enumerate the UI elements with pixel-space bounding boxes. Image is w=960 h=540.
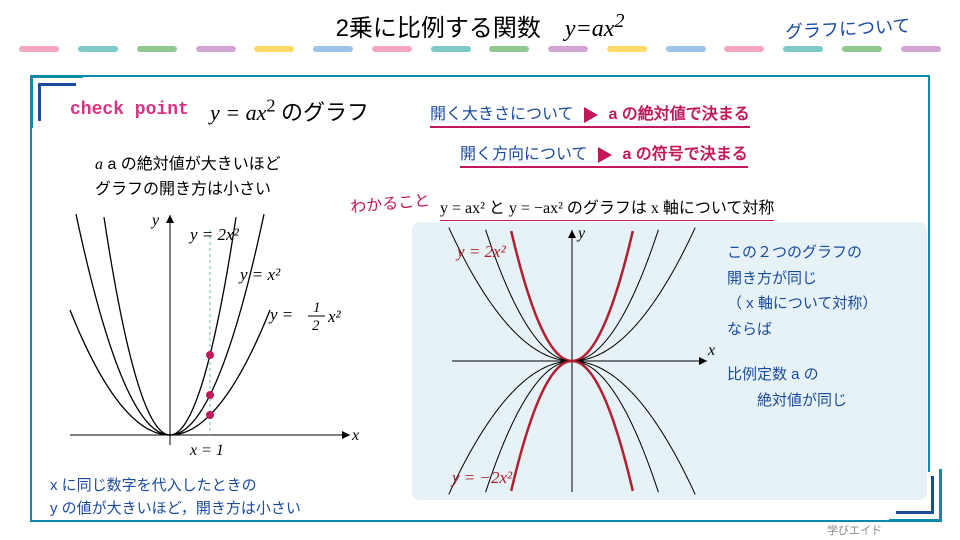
label-yn2x2: y = −2x²: [452, 468, 512, 488]
svg-text:1: 1: [313, 300, 321, 316]
svg-text:2: 2: [312, 318, 320, 334]
formula-title: y = ax2 のグラフ: [210, 95, 369, 127]
panel-note-2: 比例定数 a の 絶対値が同じ: [727, 362, 847, 413]
svg-text:y = x²: y = x²: [238, 265, 281, 284]
symmetry-statement: y = ax² と y = −ax² のグラフは x 軸について対称: [440, 194, 774, 221]
rule-1: 開く大きさについて a の絶対値で決まる: [430, 100, 750, 128]
title-text: 2乗に比例する関数 y=ax2: [336, 15, 625, 42]
frame-right: [928, 75, 930, 472]
divider-dashes: [10, 45, 950, 53]
svg-text:x: x: [351, 427, 359, 444]
subtext-2: グラフの開き方は小さい: [95, 175, 271, 199]
triangle-icon: [598, 147, 612, 163]
svg-text:x = 1: x = 1: [189, 442, 224, 459]
panel-note-1: この２つのグラフの 開き方が同じ （ x 軸について対称） ならば: [727, 240, 877, 342]
rule-2: 開く方向について a の符号で決まる: [460, 140, 748, 168]
svg-text:y = 2x²: y = 2x²: [188, 225, 240, 244]
svg-text:y =: y =: [268, 305, 293, 324]
right-chart: yx: [412, 222, 717, 500]
svg-text:y: y: [576, 225, 586, 242]
check-point-label: check point: [70, 100, 189, 120]
subtext-1: a a の絶対値が大きいほど: [95, 150, 281, 174]
label-y2x2: y = 2x²: [457, 242, 506, 262]
frame-left: [30, 75, 32, 522]
triangle-icon: [584, 107, 598, 123]
frame-top: [80, 75, 928, 77]
svg-text:y: y: [150, 212, 160, 229]
frame-bottom: [30, 520, 908, 522]
left-chart: y x y = 2x² y = x² y = 1 2 x² x = 1: [50, 200, 380, 465]
right-panel: yx y = 2x² y = −2x² この２つのグラフの 開き方が同じ （ x…: [412, 222, 927, 500]
svg-text:x²: x²: [327, 307, 342, 326]
bottom-note: x に同じ数字を代入したときの y の値が大きいほど，開き方は小さい: [50, 475, 301, 520]
logo-text: 学びエイド: [827, 522, 882, 538]
svg-text:x: x: [707, 342, 715, 359]
